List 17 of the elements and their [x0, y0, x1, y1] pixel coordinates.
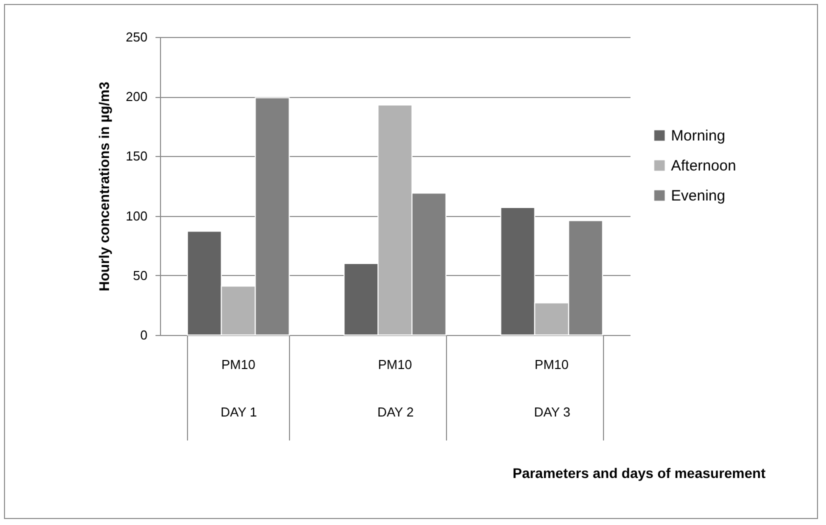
x-tick-label: DAY 2 [377, 404, 414, 420]
y-tick-label: 200 [126, 89, 148, 104]
legend-label: Morning [671, 128, 726, 144]
legend-label: Evening [671, 188, 726, 204]
x-axis-title: Parameters and days of measurement [512, 465, 766, 481]
text: PM10 [534, 357, 569, 372]
text: PM10 [221, 357, 256, 372]
y-tick-label: 0 [140, 328, 148, 342]
x-tick-label: DAY 3 [534, 404, 570, 420]
y-tick-label: 150 [126, 148, 148, 164]
y-tick-label: 50 [133, 268, 148, 283]
text: PM10 [378, 357, 412, 372]
y-tick-label: 250 [126, 30, 148, 44]
y-axis-title: Hourly concentrations in µg/m3 [96, 82, 112, 292]
y-tick-label: 100 [126, 208, 148, 224]
legend-label: Afternoon [671, 158, 736, 174]
x-tick-label: DAY 1 [220, 404, 258, 420]
